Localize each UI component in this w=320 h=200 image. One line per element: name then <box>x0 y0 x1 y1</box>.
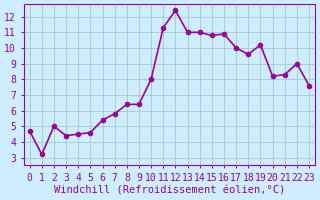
X-axis label: Windchill (Refroidissement éolien,°C): Windchill (Refroidissement éolien,°C) <box>54 186 285 196</box>
